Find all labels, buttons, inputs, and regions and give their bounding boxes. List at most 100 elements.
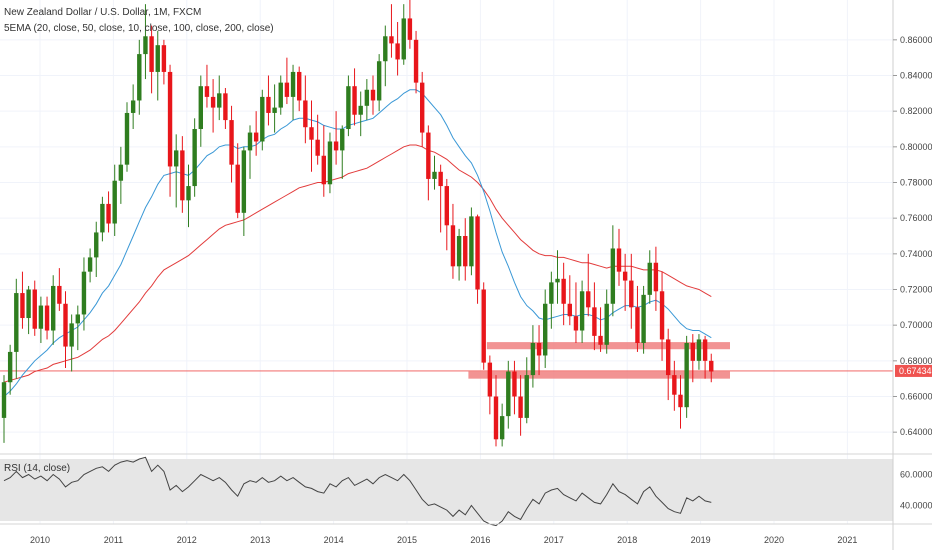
time-tick-label: 2021 [837,535,857,545]
candle-body [702,339,708,361]
candle-body [370,89,376,101]
candle-body [333,141,339,151]
candle-body [161,45,167,72]
candle-body [38,305,44,329]
candle-body [493,396,499,440]
candle-body [81,271,87,315]
candle-body [63,303,68,347]
candle-body [426,132,431,179]
candle-body [364,89,370,106]
current-price-tag-bg [895,364,932,377]
support-resistance-zones[interactable] [468,342,730,379]
candle-body [629,280,634,308]
time-tick-label: 2018 [617,535,637,545]
current-price-tag: 0.67434 [895,364,932,377]
indicator-legend: 5EMA (20, close, 50, close, 10, close, 1… [4,23,274,34]
zone-rect [486,342,730,350]
candle-body [659,291,665,340]
candle-body [284,82,290,97]
candle-body [450,225,456,267]
rsi-axis: 60.0000 40.0000 [900,470,932,511]
price-axis[interactable]: 0.86000 0.84000 0.82000 0.80000 0.78000 0.760… [893,35,932,437]
candle-body [690,343,695,361]
candle-body [272,107,277,113]
candle-body [622,271,628,281]
candle-body [217,93,222,108]
candle-body [7,351,13,383]
candle-body [315,139,320,156]
candle-body [506,371,511,417]
candle-body [401,18,406,60]
candle-body [278,82,283,108]
candle-body [137,54,142,101]
candle-body [598,335,603,345]
rsi-legend: RSI (14, close) [4,463,70,474]
candle-body [432,171,437,179]
price-tick-label: 0.70000 [900,320,932,330]
candle-body [475,216,480,290]
candle-body [186,186,191,201]
price-tick-label: 0.72000 [900,285,932,295]
candle-body [499,416,505,440]
rsi-line [3,456,712,527]
time-tick-label: 2020 [764,535,784,545]
candle-body [352,86,357,115]
candle-body [167,71,173,167]
candle-body [543,303,548,356]
time-tick-label: 2015 [397,535,417,545]
candle-body [223,93,228,121]
candle-body [376,61,382,101]
candle-body [44,305,50,331]
candle-body [536,343,542,356]
candle-body [14,293,19,352]
candle-body [155,45,160,72]
candle-body [303,100,308,128]
price-tick-label: 0.80000 [900,142,932,152]
candle-body [210,96,216,108]
candle-body [1,382,7,418]
candles[interactable] [1,0,714,447]
price-tick-label: 0.86000 [900,35,932,45]
chart-title: New Zealand Dollar / U.S. Dollar, 1M, FX… [4,7,201,18]
candle-body [610,248,616,304]
candle-body [647,262,652,295]
candle-body [653,262,659,292]
candle-body [346,86,351,129]
candle-body [604,303,609,345]
candle-body [32,289,37,329]
candle-body [420,82,425,133]
candle-body [549,282,554,304]
candle-body [290,71,296,97]
candle-body [253,132,259,142]
candle-body [530,343,536,376]
candle-body [87,257,93,272]
candle-body [20,293,25,319]
candle-body [567,303,572,317]
candle-body [235,164,240,213]
rsi-tick-label: 60.0000 [900,470,932,480]
zone-rect [468,371,730,379]
candle-body [260,96,265,142]
price-tick-label: 0.74000 [900,249,932,259]
rsi-band [0,459,893,521]
candle-body [635,307,640,343]
candle-body [297,71,302,101]
time-axis[interactable]: 2010 2011 2012 2013 2014 2015 2016 2017 2018 2019… [30,535,857,545]
candle-body [383,36,388,62]
candle-body [174,150,179,167]
price-tick-label: 0.68000 [900,356,932,366]
candle-body [309,127,314,140]
candle-body [204,86,210,97]
candle-body [709,360,714,372]
candle-body [413,39,419,83]
candle-body [241,150,247,213]
rsi-series [3,456,712,527]
time-tick-label: 2014 [324,535,344,545]
candle-body [94,232,99,258]
candle-body [555,278,560,283]
candle-body [481,289,486,363]
candle-body [487,362,493,397]
candle-body [616,248,622,272]
candle-body [100,203,105,233]
